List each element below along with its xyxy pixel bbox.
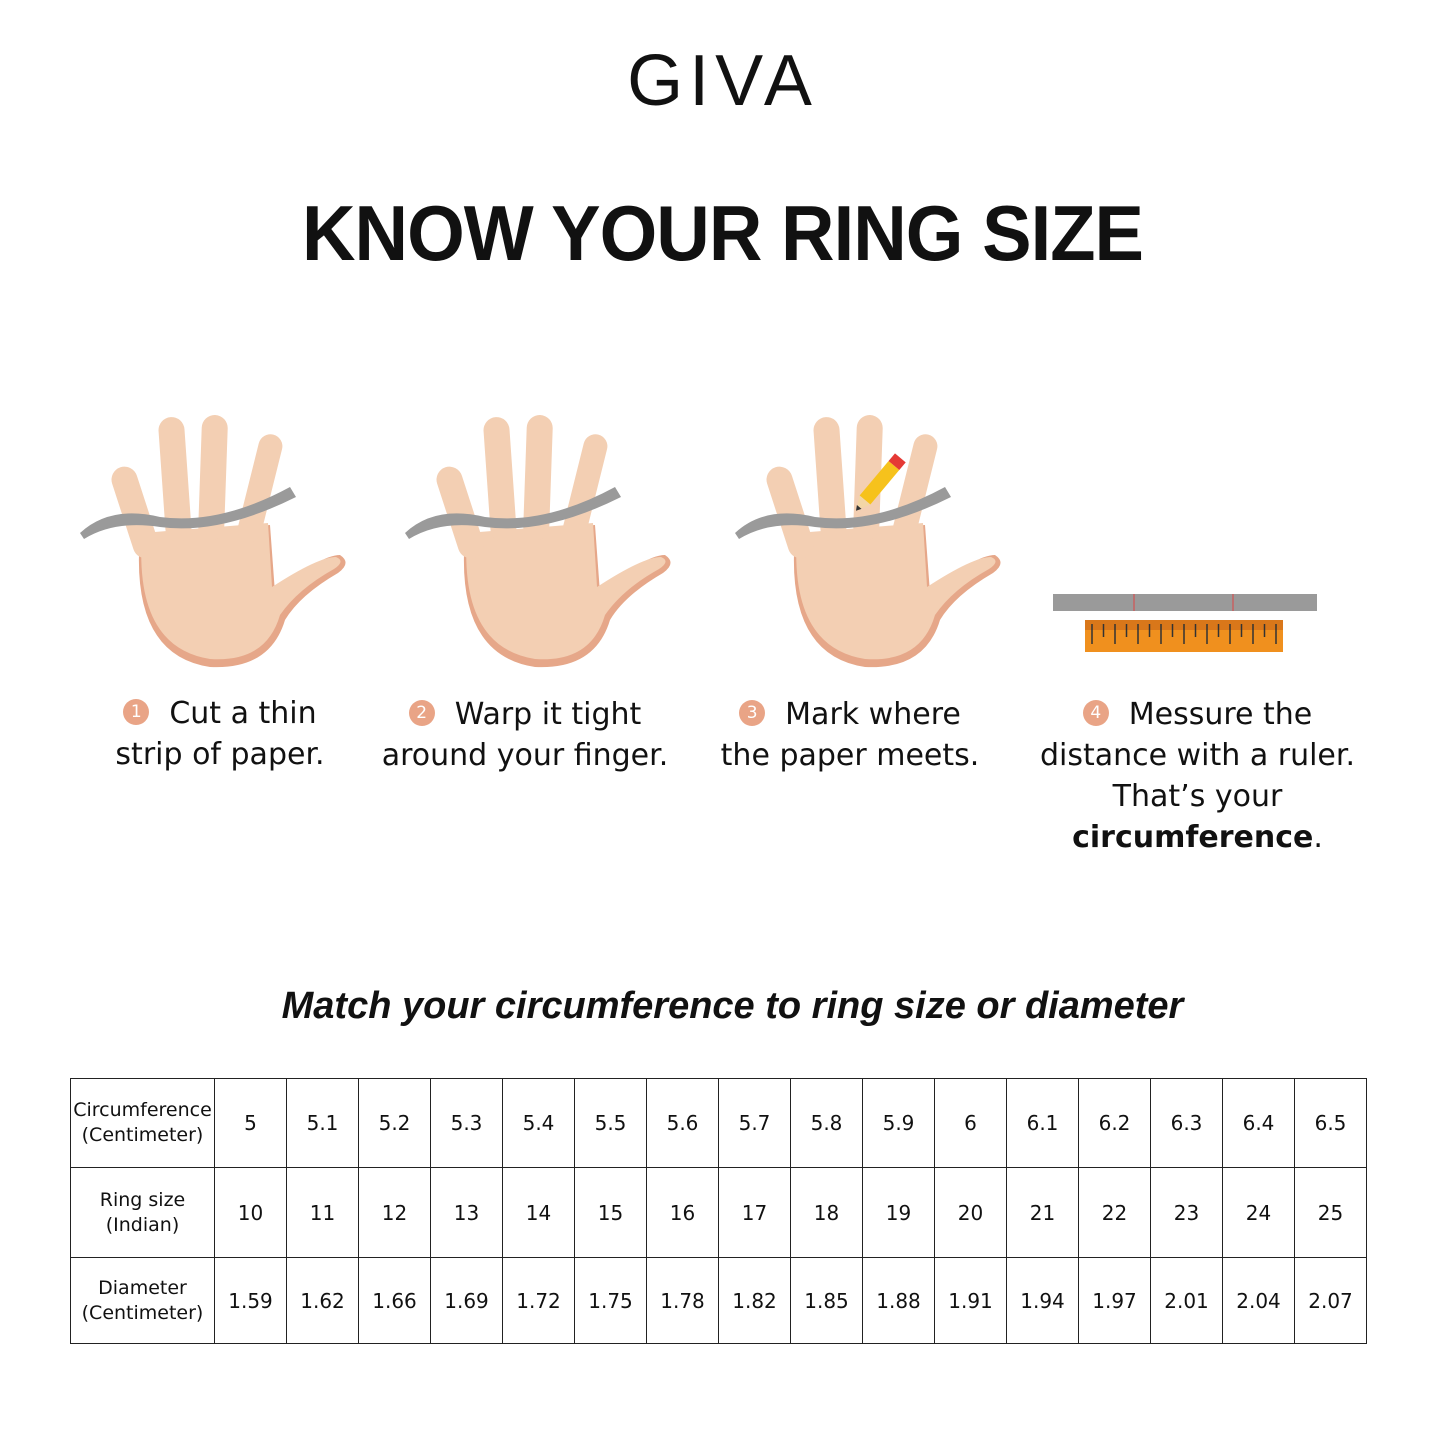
step-number-badge: 4 xyxy=(1082,699,1109,726)
table-cell: 1.66 xyxy=(358,1257,431,1344)
table-cell: 1.88 xyxy=(862,1257,935,1344)
table-cell: 5.9 xyxy=(862,1078,935,1168)
table-cell: 6.1 xyxy=(1006,1078,1079,1168)
table-cell: 1.94 xyxy=(1006,1257,1079,1344)
table-cell: 6.2 xyxy=(1078,1078,1151,1168)
table-cell: 2.04 xyxy=(1222,1257,1295,1344)
step-number-badge: 2 xyxy=(408,699,435,726)
step-text-bold: circumference xyxy=(1072,820,1314,855)
step-text: . xyxy=(1313,820,1323,855)
step-number-badge: 1 xyxy=(123,698,150,725)
table-cell: 5.3 xyxy=(430,1078,503,1168)
row-header-unit: (Centimeter) xyxy=(81,1124,204,1146)
table-cell: 17 xyxy=(718,1167,791,1258)
hand-illustration-1 xyxy=(80,415,346,668)
table-cell: 1.72 xyxy=(502,1257,575,1344)
table-cell: 5.2 xyxy=(358,1078,431,1168)
step-text: Mark where xyxy=(785,697,961,732)
table-cell: 1.82 xyxy=(718,1257,791,1344)
row-header-label: Ring size xyxy=(99,1188,186,1211)
hand-illustration-3 xyxy=(735,415,1001,668)
pencil-icon xyxy=(856,453,906,511)
table-cell: 16 xyxy=(646,1167,719,1258)
table-cell: 19 xyxy=(862,1167,935,1258)
table-subtitle: Match your circumference to ring size or… xyxy=(281,985,1184,1027)
table-cell: 1.75 xyxy=(574,1257,647,1344)
ruler-illustration xyxy=(1053,594,1317,652)
table-cell: 1.69 xyxy=(430,1257,503,1344)
table-cell: 5.7 xyxy=(718,1078,791,1168)
table-cell: 15 xyxy=(574,1167,647,1258)
step-text: strip of paper. xyxy=(115,737,325,772)
table-cell: 6.5 xyxy=(1294,1078,1367,1168)
table-cell: 20 xyxy=(934,1167,1007,1258)
table-cell: 2.01 xyxy=(1150,1257,1223,1344)
table-cell: 6 xyxy=(934,1078,1007,1168)
table-cell: 5.5 xyxy=(574,1078,647,1168)
hand-illustration-2 xyxy=(405,415,671,668)
table-cell: 5.6 xyxy=(646,1078,719,1168)
table-cell: 25 xyxy=(1294,1167,1367,1258)
ring-size-table: Circumference (Centimeter) 5 5.1 5.2 5.3 5.4 5.… xyxy=(70,1078,1367,1344)
table-cell: 12 xyxy=(358,1167,431,1258)
step-4: 4 Messure the distance with a ruler. That… xyxy=(995,694,1400,858)
table-cell: 5.8 xyxy=(790,1078,863,1168)
table-cell: 2.07 xyxy=(1294,1257,1367,1344)
table-cell: 24 xyxy=(1222,1167,1295,1258)
table-cell: 1.59 xyxy=(214,1257,287,1344)
table-cell: 18 xyxy=(790,1167,863,1258)
page-title: KNOW YOUR RING SIZE xyxy=(301,189,1144,277)
step-text: distance with a ruler. xyxy=(1039,738,1355,773)
row-header: Circumference (Centimeter) xyxy=(70,1078,215,1168)
table-cell: 22 xyxy=(1078,1167,1151,1258)
step-1: 1 Cut a thin strip of paper. xyxy=(70,693,370,775)
table-cell: 11 xyxy=(286,1167,359,1258)
table-row: Ring size (Indian) 10 11 12 13 14 15 16 17 18 19 20 2… xyxy=(70,1167,1367,1258)
giva-logo: GIVA xyxy=(627,41,818,121)
row-header-unit: (Indian) xyxy=(105,1213,180,1236)
table-row: Diameter (Centimeter) 1.59 1.62 1.66 1.69 1.72… xyxy=(70,1257,1367,1344)
step-text: the paper meets. xyxy=(720,738,980,773)
table-cell: 1.85 xyxy=(790,1257,863,1344)
row-header-label: Diameter xyxy=(98,1276,187,1299)
step-number-badge: 3 xyxy=(739,699,766,726)
table-cell: 5.4 xyxy=(502,1078,575,1168)
step-2: 2 Warp it tight around your finger. xyxy=(370,694,680,776)
table-cell: 6.3 xyxy=(1150,1078,1223,1168)
table-cell: 13 xyxy=(430,1167,503,1258)
row-header-label: Circumference xyxy=(73,1099,212,1121)
row-header: Diameter (Centimeter) xyxy=(70,1257,215,1344)
step-text: Cut a thin xyxy=(169,696,317,731)
table-cell: 10 xyxy=(214,1167,287,1258)
table-cell: 5.1 xyxy=(286,1078,359,1168)
row-header-unit: (Centimeter) xyxy=(81,1301,204,1324)
table-cell: 1.97 xyxy=(1078,1257,1151,1344)
table-row: Circumference (Centimeter) 5 5.1 5.2 5.3 5.4 5.… xyxy=(70,1078,1367,1168)
table-cell: 6.4 xyxy=(1222,1078,1295,1168)
table-cell: 21 xyxy=(1006,1167,1079,1258)
row-header: Ring size (Indian) xyxy=(70,1167,215,1258)
table-cell: 14 xyxy=(502,1167,575,1258)
step-text: around your finger. xyxy=(381,738,669,773)
step-text: That’s your xyxy=(1112,779,1283,814)
step-3: 3 Mark where the paper meets. xyxy=(700,694,1000,776)
table-cell: 5 xyxy=(214,1078,287,1168)
table-cell: 23 xyxy=(1150,1167,1223,1258)
table-cell: 1.62 xyxy=(286,1257,359,1344)
step-text: Warp it tight xyxy=(454,697,642,732)
step-text: Messure the xyxy=(1128,697,1313,732)
table-cell: 1.91 xyxy=(934,1257,1007,1344)
table-cell: 1.78 xyxy=(646,1257,719,1344)
